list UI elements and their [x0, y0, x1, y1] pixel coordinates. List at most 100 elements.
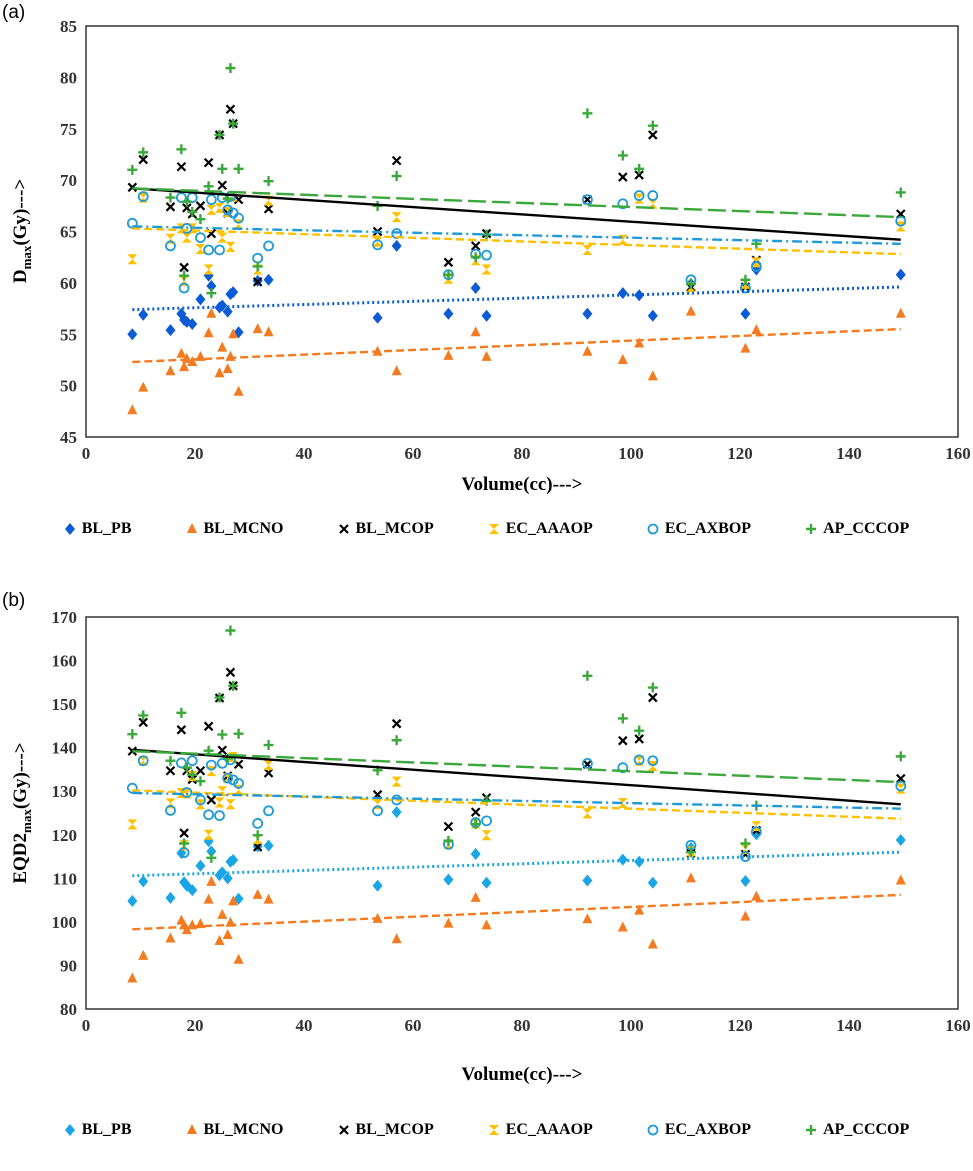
- data-point: [391, 239, 402, 252]
- plot-area: [85, 25, 959, 438]
- data-point: [263, 760, 274, 771]
- data-point: [740, 342, 751, 353]
- data-point: [634, 289, 645, 302]
- data-point: [443, 273, 454, 284]
- legend-item: EC_AXBOP: [647, 520, 751, 538]
- trendline-ec-aaaop: [132, 789, 901, 820]
- trendline-bl-pb: [132, 850, 901, 878]
- data-point: [179, 270, 190, 281]
- data-point: [372, 311, 383, 324]
- y-tick-label: 100: [52, 913, 78, 932]
- data-point: [203, 244, 215, 256]
- data-point: [203, 327, 214, 338]
- x-tick-label: 140: [836, 444, 862, 463]
- data-point: [222, 872, 233, 885]
- data-point: [895, 221, 906, 232]
- data-point: [895, 751, 906, 762]
- data-point: [481, 309, 492, 322]
- legend-label: AP_CCCOP: [823, 1121, 910, 1138]
- data-point: [187, 206, 198, 217]
- data-point: [252, 818, 264, 829]
- trendline-ap-cccop: [132, 187, 901, 219]
- data-point: [895, 783, 906, 794]
- trendline-bl-mcno: [132, 893, 901, 931]
- data-point: [617, 762, 629, 774]
- data-point: [127, 894, 138, 907]
- data-point: [617, 150, 628, 161]
- data-point: [127, 729, 138, 740]
- data-point: [647, 309, 658, 322]
- trendline-bl-pb: [132, 285, 901, 312]
- data-point: [181, 924, 192, 935]
- data-point: [751, 257, 762, 268]
- data-point: [186, 755, 198, 767]
- data-point: [470, 891, 481, 902]
- data-point: [222, 772, 234, 784]
- hourglass-marker-icon: [488, 524, 499, 534]
- data-point: [470, 241, 481, 251]
- data-point: [740, 874, 751, 887]
- data-point: [233, 163, 244, 174]
- legend-item: AP_CCCOP: [805, 520, 909, 538]
- data-point: [470, 807, 481, 817]
- data-point: [895, 874, 906, 885]
- data-point: [176, 707, 187, 718]
- data-point: [751, 828, 762, 841]
- data-point: [206, 845, 217, 858]
- data-point: [214, 692, 225, 703]
- y-tick-label: 120: [52, 826, 78, 845]
- data-point: [227, 774, 239, 786]
- data-point: [165, 192, 176, 203]
- data-point: [740, 910, 751, 921]
- legend-item: BL_MCOP: [338, 520, 434, 538]
- data-point: [582, 808, 593, 819]
- data-point: [205, 194, 217, 206]
- data-point: [225, 241, 236, 252]
- data-point: [481, 830, 492, 841]
- data-point: [647, 682, 658, 693]
- data-point: [443, 917, 454, 928]
- data-point: [391, 365, 402, 376]
- x-tick-label: 160: [945, 444, 971, 463]
- data-point: [252, 888, 263, 899]
- legend-label: AP_CCCOP: [823, 520, 910, 537]
- data-point: [127, 404, 138, 415]
- y-tick-label: 45: [60, 428, 77, 447]
- data-point: [740, 851, 751, 862]
- data-point: [195, 859, 206, 872]
- data-point: [222, 753, 233, 764]
- data-point: [618, 735, 628, 746]
- data-point: [214, 935, 225, 946]
- data-point: [217, 908, 228, 919]
- data-point: [176, 161, 187, 172]
- y-tick-label: 140: [52, 739, 78, 758]
- data-point: [443, 257, 454, 268]
- data-point: [228, 680, 239, 691]
- data-point: [582, 194, 593, 205]
- plot-area: [85, 616, 959, 1010]
- data-point: [228, 118, 239, 129]
- data-point: [740, 838, 751, 849]
- data-point: [228, 328, 239, 339]
- data-point: [195, 243, 206, 254]
- data-point: [203, 809, 215, 821]
- data-point: [372, 239, 383, 251]
- data-point: [138, 949, 149, 960]
- data-point: [178, 282, 190, 294]
- data-point: [470, 252, 481, 263]
- data-point: [203, 157, 214, 168]
- data-point: [263, 176, 274, 187]
- legend-item: BL_PB: [64, 520, 132, 538]
- data-point: [647, 938, 658, 949]
- data-point: [138, 875, 149, 888]
- plus-marker-icon: [806, 1125, 817, 1135]
- x-tick-label: 20: [187, 1016, 204, 1035]
- x-marker-icon: [338, 524, 349, 534]
- data-point: [648, 130, 658, 140]
- data-point: [443, 835, 454, 846]
- data-point: [391, 171, 402, 182]
- data-point: [181, 223, 193, 234]
- data-point: [222, 305, 233, 318]
- data-point: [195, 293, 206, 306]
- data-point: [252, 261, 263, 272]
